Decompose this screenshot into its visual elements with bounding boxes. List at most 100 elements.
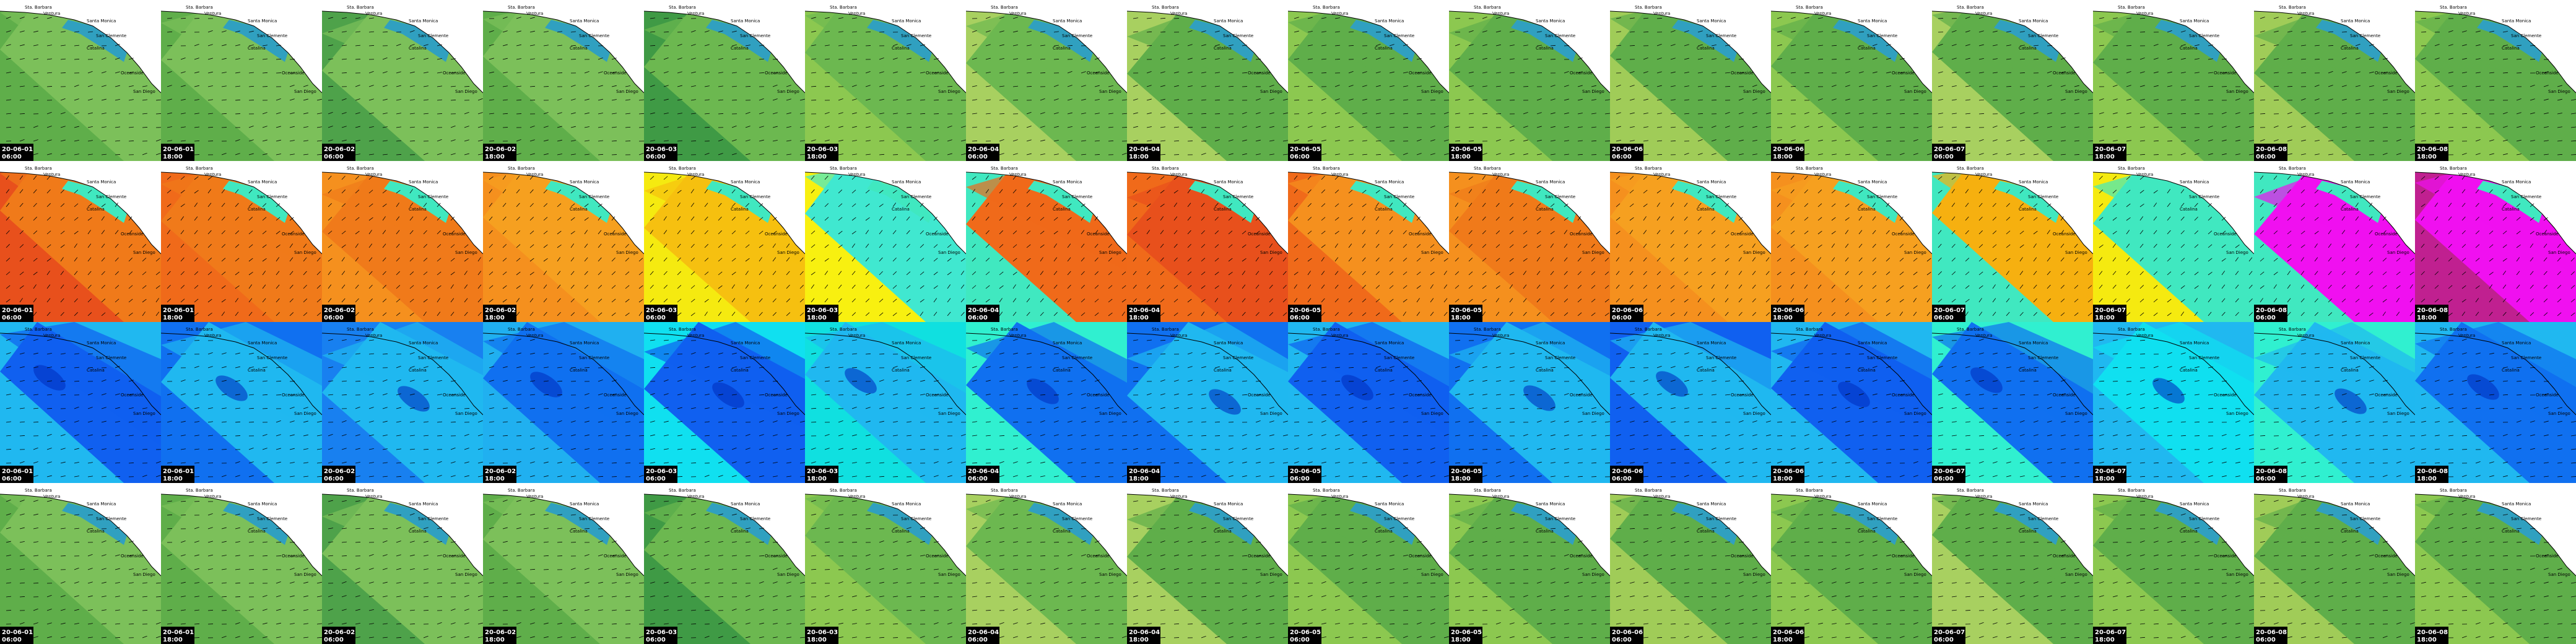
wind-arrow bbox=[235, 244, 240, 248]
wind-arrow bbox=[2287, 189, 2291, 194]
wind-arrow bbox=[972, 58, 977, 60]
wind-arrow bbox=[194, 99, 199, 101]
wind-arrow bbox=[262, 153, 268, 155]
wind-arrow bbox=[1201, 230, 1205, 235]
land bbox=[1127, 0, 1288, 93]
wind-arrow bbox=[759, 394, 765, 396]
wind-arrow bbox=[2221, 230, 2226, 235]
wind-arrow bbox=[489, 258, 494, 262]
wind-arrow bbox=[1362, 71, 1367, 74]
wind-arrow bbox=[584, 407, 590, 409]
wind-arrow bbox=[167, 176, 172, 180]
wind-arrow bbox=[2570, 257, 2575, 262]
wind-arrow bbox=[2382, 271, 2387, 276]
wind-arrow bbox=[690, 271, 695, 276]
wind-arrow bbox=[1684, 85, 1689, 87]
wind-arrow bbox=[1160, 298, 1165, 303]
place-label: San Diego bbox=[2387, 250, 2409, 255]
wind-arrow bbox=[1040, 45, 1045, 46]
wind-arrow bbox=[2300, 139, 2306, 142]
wind-arrow bbox=[879, 126, 884, 128]
wind-arrow bbox=[2530, 298, 2534, 303]
wind-arrow bbox=[947, 311, 951, 316]
place-label: Catalina bbox=[2019, 207, 2037, 212]
wind-arrow bbox=[142, 285, 147, 289]
place-label: Santa Monica bbox=[1536, 19, 1565, 24]
wind-arrow bbox=[1026, 217, 1031, 221]
time-label: 06:00 bbox=[1612, 315, 1632, 321]
wind-arrow bbox=[611, 380, 617, 382]
wind-arrow bbox=[115, 393, 120, 396]
wind-arrow bbox=[60, 434, 66, 437]
wind-arrow bbox=[1294, 189, 1298, 194]
wind-arrow bbox=[786, 112, 791, 115]
wind-arrow bbox=[772, 112, 778, 115]
wind-arrow bbox=[1362, 203, 1367, 207]
wind-arrow bbox=[1804, 126, 1809, 128]
wind-arrow bbox=[1872, 216, 1876, 221]
wind-arrow bbox=[718, 85, 723, 87]
wind-arrow bbox=[1455, 71, 1460, 74]
wind-arrow bbox=[920, 202, 924, 207]
wind-arrow bbox=[180, 176, 185, 180]
land bbox=[161, 161, 322, 254]
wind-arrow bbox=[543, 461, 549, 464]
wind-arrow bbox=[663, 407, 669, 409]
wind-arrow bbox=[1403, 298, 1408, 303]
wind-arrow bbox=[1443, 126, 1449, 128]
wind-arrow bbox=[1656, 298, 1661, 303]
wind-arrow bbox=[60, 420, 66, 423]
wind-arrow bbox=[972, 44, 977, 46]
wind-arrow bbox=[248, 311, 253, 316]
wind-arrow bbox=[502, 85, 508, 87]
wind-arrow bbox=[690, 407, 696, 409]
wind-arrow bbox=[235, 311, 239, 316]
wind-arrow bbox=[1684, 271, 1689, 276]
wind-arrow bbox=[2248, 140, 2254, 142]
wind-arrow bbox=[529, 85, 536, 87]
wind-arrow bbox=[2314, 203, 2319, 207]
wind-arrow bbox=[464, 433, 469, 437]
wind-arrow bbox=[1348, 312, 1353, 316]
wind-arrow bbox=[972, 243, 976, 248]
wind-arrow bbox=[1294, 139, 1299, 142]
wind-arrow bbox=[1886, 202, 1890, 207]
wind-arrow bbox=[1362, 154, 1367, 155]
wind-arrow bbox=[423, 271, 428, 276]
coastline bbox=[322, 11, 483, 94]
wind-arrow bbox=[960, 311, 965, 316]
wind-arrow bbox=[1886, 85, 1891, 87]
wind-arrow bbox=[2328, 71, 2333, 74]
wind-arrow bbox=[1053, 243, 1057, 248]
nearshore bbox=[2155, 20, 2220, 62]
wind-arrow bbox=[1468, 58, 1474, 60]
wind-arrow bbox=[396, 448, 401, 450]
wind-arrow bbox=[1629, 85, 1635, 87]
wind-arrow bbox=[851, 189, 856, 194]
wind-arrow bbox=[892, 448, 898, 450]
wind-arrow bbox=[1913, 139, 1918, 142]
wind-arrow bbox=[2273, 284, 2277, 289]
wind-arrow bbox=[2019, 139, 2025, 142]
wind-arrow bbox=[557, 434, 562, 437]
wind-arrow bbox=[985, 216, 990, 221]
wind-arrow bbox=[1307, 203, 1312, 207]
wind-arrow bbox=[1187, 126, 1193, 128]
wind-arrow bbox=[1121, 113, 1127, 115]
wind-arrow bbox=[2461, 189, 2466, 194]
wind-arrow bbox=[1992, 311, 1996, 316]
wind-arrow bbox=[409, 312, 414, 316]
wind-arrow bbox=[2153, 44, 2159, 46]
wind-arrow bbox=[2153, 230, 2157, 235]
wind-arrow bbox=[289, 420, 295, 423]
wind-arrow bbox=[46, 298, 51, 303]
wind-arrow bbox=[2382, 230, 2387, 235]
place-label: Oceanside bbox=[121, 393, 144, 398]
wind-arrow bbox=[811, 367, 816, 368]
wind-arrow bbox=[638, 298, 643, 303]
wind-arrow bbox=[368, 312, 373, 316]
wind-arrow bbox=[248, 407, 255, 409]
wind-arrow bbox=[87, 112, 93, 115]
